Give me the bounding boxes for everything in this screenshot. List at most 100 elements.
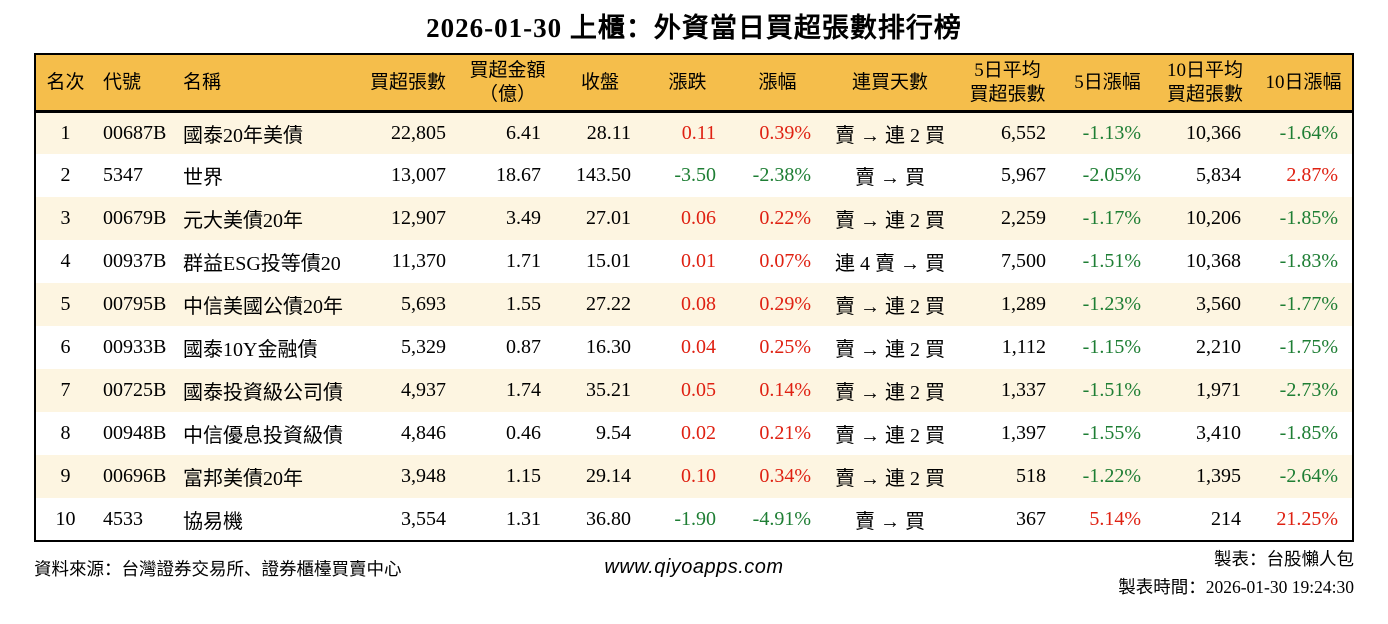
cell-pct10: -1.83% — [1279, 250, 1338, 273]
cell-buy-streak: 賣 → 連 2 買 — [835, 468, 945, 491]
cell-change-pct: 0.34% — [759, 465, 811, 488]
header-row: 名次 代號 名稱 買超張數 買超金額 （億） 收盤 漲跌 漲幅 連買天數 5日平均 買超張數 5日漲… — [35, 54, 1353, 113]
cell-buy-streak: 賣 → 連 2 買 — [835, 425, 945, 448]
cell-name: 元大美債20年 — [183, 210, 303, 233]
table-row: 5 00795B 中信美國公債20年 5,693 1.55 27.22 0.08 0.29% 賣… — [35, 283, 1353, 327]
cell-change: 0.06 — [681, 207, 716, 230]
maker: 製表：台股懶人包 — [1214, 549, 1354, 570]
cell-close: 15.01 — [586, 250, 631, 273]
cell-rank: 8 — [60, 422, 71, 445]
cell-close: 143.50 — [576, 164, 631, 187]
cell-avg5-volume: 7,500 — [1001, 250, 1046, 273]
cell-net-buy-volume: 4,846 — [401, 422, 446, 445]
cell-change-pct: -2.38% — [752, 164, 811, 187]
table-row: 6 00933B 國泰10Y金融債 5,329 0.87 16.30 0.04 0.25% 賣 … — [35, 326, 1353, 370]
cell-close: 36.80 — [586, 507, 631, 530]
website-url: www.qiyoapps.com — [604, 556, 784, 579]
cell-change: 0.02 — [681, 422, 716, 445]
cell-avg5-volume: 2,259 — [1001, 207, 1046, 230]
cell-pct10: 21.25% — [1276, 507, 1338, 530]
cell-net-buy-amount: 18.67 — [496, 164, 541, 187]
table-body: 1 00687B 國泰20年美債 22,805 6.41 28.11 0.11 0.39% 賣 … — [35, 111, 1353, 542]
cell-change-pct: -4.91% — [752, 507, 811, 530]
cell-buy-streak: 連 4 賣 → 買 — [835, 253, 945, 276]
col-header-change: 漲跌 — [645, 54, 730, 113]
cell-avg10-volume: 3,410 — [1196, 422, 1241, 445]
cell-buy-streak: 賣 → 連 2 買 — [835, 382, 945, 405]
cell-change: 0.05 — [681, 379, 716, 402]
cell-net-buy-amount: 0.87 — [506, 336, 541, 359]
cell-net-buy-volume: 12,907 — [391, 207, 446, 230]
cell-name: 中信優息投資級債 — [183, 425, 343, 448]
cell-net-buy-amount: 1.55 — [506, 293, 541, 316]
cell-pct10: 2.87% — [1286, 164, 1338, 187]
cell-rank: 3 — [60, 207, 71, 230]
cell-name: 群益ESG投等債20 — [183, 253, 341, 276]
table-row: 2 5347 世界 13,007 18.67 143.50 -3.50 -2.38% 賣 → 買… — [35, 154, 1353, 198]
cell-rank: 4 — [60, 250, 71, 273]
data-source: 資料來源：台灣證券交易所、證券櫃檯買賣中心 — [34, 559, 402, 580]
cell-avg10-volume: 3,560 — [1196, 293, 1241, 316]
cell-pct5: -1.22% — [1082, 465, 1141, 488]
ranking-table: 名次 代號 名稱 買超張數 買超金額 （億） 收盤 漲跌 漲幅 連買天數 5日平均 買超張數 5日漲… — [34, 53, 1354, 543]
cell-code: 00933B — [103, 336, 167, 359]
col-header-avg5-volume: 5日平均 買超張數 — [955, 54, 1060, 113]
cell-rank: 5 — [60, 293, 71, 316]
cell-avg5-volume: 5,967 — [1001, 164, 1046, 187]
cell-pct10: -2.73% — [1279, 379, 1338, 402]
col-header-code: 代號 — [95, 54, 175, 113]
cell-avg10-volume: 5,834 — [1196, 164, 1241, 187]
cell-code: 00937B — [103, 250, 167, 273]
cell-pct10: -1.75% — [1279, 336, 1338, 359]
cell-change-pct: 0.25% — [759, 336, 811, 359]
table-row: 1 00687B 國泰20年美債 22,805 6.41 28.11 0.11 0.39% 賣 … — [35, 111, 1353, 155]
table-row: 7 00725B 國泰投資級公司債 4,937 1.74 35.21 0.05 0.14% 賣 … — [35, 369, 1353, 413]
cell-change: 0.08 — [681, 293, 716, 316]
col-header-net-buy-amount: 買超金額 （億） — [460, 54, 555, 113]
cell-rank: 7 — [60, 379, 71, 402]
cell-close: 35.21 — [586, 379, 631, 402]
cell-net-buy-volume: 3,554 — [401, 507, 446, 530]
cell-avg10-volume: 1,395 — [1196, 465, 1241, 488]
col-header-net-buy-volume: 買超張數 — [350, 54, 460, 113]
cell-rank: 9 — [60, 465, 71, 488]
cell-avg5-volume: 6,552 — [1001, 122, 1046, 145]
cell-change: 0.10 — [681, 465, 716, 488]
cell-name: 國泰投資級公司債 — [183, 382, 343, 405]
cell-pct10: -2.64% — [1279, 465, 1338, 488]
cell-change-pct: 0.39% — [759, 122, 811, 145]
cell-net-buy-amount: 6.41 — [506, 122, 541, 145]
cell-close: 16.30 — [586, 336, 631, 359]
col-header-name: 名稱 — [175, 54, 350, 113]
table-row: 10 4533 協易機 3,554 1.31 36.80 -1.90 -4.91% 賣 → 買 3… — [35, 498, 1353, 542]
cell-net-buy-volume: 3,948 — [401, 465, 446, 488]
cell-pct5: -1.51% — [1082, 379, 1141, 402]
cell-buy-streak: 賣 → 買 — [855, 510, 925, 533]
cell-close: 29.14 — [586, 465, 631, 488]
cell-code: 00948B — [103, 422, 167, 445]
cell-buy-streak: 賣 → 買 — [855, 167, 925, 190]
cell-code: 00687B — [103, 122, 167, 145]
maker-block: 製表：台股懶人包 製表時間：2026-01-30 19:24:30 — [1118, 546, 1354, 600]
cell-buy-streak: 賣 → 連 2 買 — [835, 296, 945, 319]
cell-pct10: -1.77% — [1279, 293, 1338, 316]
cell-net-buy-amount: 3.49 — [506, 207, 541, 230]
table-row: 8 00948B 中信優息投資級債 4,846 0.46 9.54 0.02 0.21% 賣 →… — [35, 412, 1353, 456]
cell-change-pct: 0.21% — [759, 422, 811, 445]
cell-avg10-volume: 10,366 — [1186, 122, 1241, 145]
col-header-avg10-volume: 10日平均 買超張數 — [1155, 54, 1255, 113]
cell-pct5: -1.55% — [1082, 422, 1141, 445]
cell-buy-streak: 賣 → 連 2 買 — [835, 210, 945, 233]
cell-avg10-volume: 214 — [1211, 507, 1241, 530]
cell-net-buy-volume: 5,329 — [401, 336, 446, 359]
cell-close: 27.22 — [586, 293, 631, 316]
cell-rank: 1 — [60, 122, 71, 145]
col-header-rank: 名次 — [35, 54, 95, 113]
cell-pct10: -1.85% — [1279, 207, 1338, 230]
cell-rank: 2 — [60, 164, 71, 187]
cell-buy-streak: 賣 → 連 2 買 — [835, 339, 945, 362]
footer: 資料來源：台灣證券交易所、證券櫃檯買賣中心 www.qiyoapps.com 製… — [34, 548, 1354, 606]
cell-code: 00725B — [103, 379, 167, 402]
cell-net-buy-volume: 11,370 — [391, 250, 446, 273]
cell-net-buy-amount: 1.31 — [506, 507, 541, 530]
